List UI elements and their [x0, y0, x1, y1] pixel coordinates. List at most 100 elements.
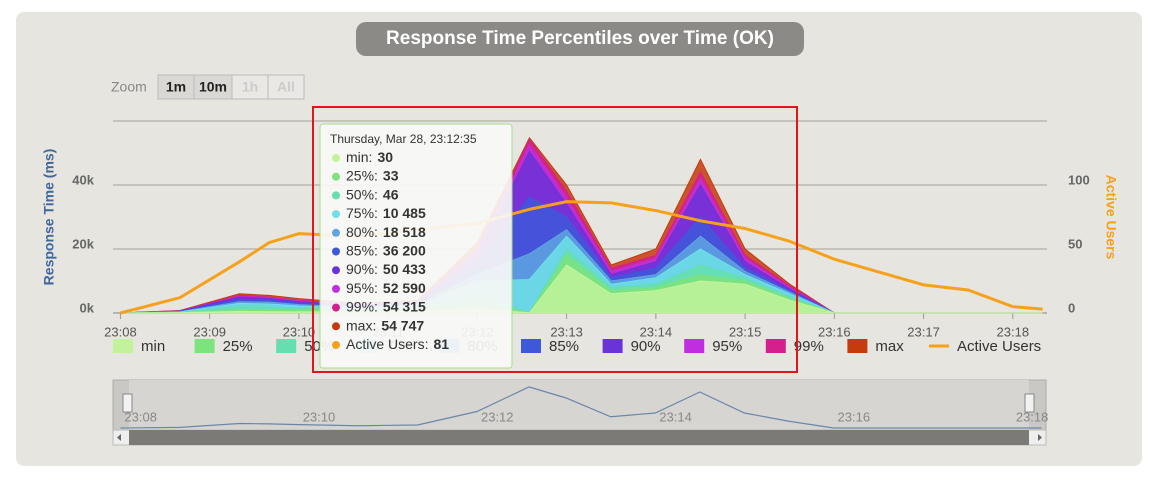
- x-tick-label: 23:18: [997, 324, 1030, 339]
- plot: 0k20k40k05010023:0823:0923:1023:1123:122…: [72, 120, 1090, 339]
- legend-label[interactable]: 95%: [712, 338, 742, 355]
- scroll-right[interactable]: [1038, 434, 1042, 441]
- tooltip-dot: [332, 322, 340, 331]
- y2-tick-label: 0: [1068, 300, 1075, 315]
- tooltip-dot: [332, 154, 340, 162]
- tooltip-row: 95%: 52 590: [346, 280, 426, 296]
- navigator-tick-label: 23:12: [481, 409, 514, 424]
- zoom-button-label[interactable]: 10m: [199, 79, 227, 95]
- legend-label[interactable]: max: [875, 338, 904, 355]
- navigator-tick-label: 23:08: [124, 409, 157, 424]
- zoom-button[interactable]: [267, 74, 305, 100]
- x-tick-label: 23:08: [104, 324, 137, 339]
- tooltip-row-label: max:: [346, 317, 376, 333]
- tooltip-row: 99%: 54 315: [346, 298, 426, 314]
- legend-swatch: [765, 339, 786, 353]
- tooltip-row: 75%: 10 485: [346, 205, 426, 221]
- tooltip-dot: [332, 266, 340, 275]
- tooltip-row-value: 46: [383, 186, 399, 202]
- legend-label[interactable]: 90%: [631, 338, 661, 355]
- highlight-box: [312, 106, 798, 373]
- y2-axis-label: Active Users: [1103, 175, 1119, 260]
- legend-label[interactable]: 25%: [223, 338, 253, 355]
- zoom-button-label[interactable]: All: [277, 79, 295, 95]
- y-tick-label: 20k: [72, 236, 94, 251]
- legend-swatch: [276, 339, 297, 353]
- legend-swatch: [684, 339, 705, 353]
- tooltip-row-label: 99%:: [346, 298, 378, 314]
- tooltip-dot: [332, 341, 340, 349]
- navigator-line: [120, 386, 1042, 429]
- tooltip-row-value: 52 590: [383, 280, 426, 296]
- percentile-area: [120, 264, 1043, 314]
- zoom-label: Zoom: [111, 79, 147, 95]
- tooltip-dot: [332, 284, 340, 293]
- tooltip-row-label: min:: [346, 149, 372, 165]
- zoom-button[interactable]: [231, 74, 269, 100]
- x-tick-label: 23:10: [283, 324, 316, 339]
- x-tick-label: 23:16: [818, 324, 851, 339]
- tooltip-row-value: 18 518: [383, 224, 426, 240]
- tooltip-title: Thursday, Mar 28, 23:12:35: [330, 132, 477, 146]
- zoom-button-label[interactable]: 1m: [166, 79, 186, 95]
- tooltip-row: 25%: 33: [346, 167, 399, 183]
- legend-swatch: [113, 339, 133, 353]
- tooltip-row: 80%: 18 518: [346, 224, 426, 240]
- chart-title: Response Time Percentiles over Time (OK): [386, 28, 774, 49]
- navigator-handle[interactable]: [1024, 393, 1035, 413]
- legend-label[interactable]: Active Users: [957, 338, 1041, 355]
- zoom: Zoom 1m 10m 1h All: [111, 74, 305, 100]
- title-pill: [356, 22, 804, 56]
- scrollbar-thumb[interactable]: [129, 430, 1029, 445]
- tooltip-row-label: 25%:: [346, 167, 378, 183]
- navigator-tick-label: 23:14: [659, 409, 692, 424]
- tooltip-row-value: 54 315: [383, 298, 426, 314]
- legend-label[interactable]: min: [141, 338, 165, 355]
- tooltip-dot: [332, 172, 340, 181]
- tooltip-row-value: 30: [377, 149, 393, 165]
- legend-swatch: [194, 339, 215, 353]
- tooltip-row-label: 50%:: [346, 186, 378, 202]
- y-tick-label: 40k: [72, 172, 94, 187]
- tooltip-row: max: 54 747: [346, 317, 424, 333]
- tooltip-dot: [332, 247, 340, 256]
- navigator-tick-label: 23:10: [303, 409, 336, 424]
- tooltip-dot: [332, 191, 340, 200]
- zoom-button-label[interactable]: 1h: [242, 79, 258, 95]
- tooltip-row-value: 10 485: [383, 205, 426, 221]
- legend-label[interactable]: 85%: [549, 338, 579, 355]
- legend-swatch: [602, 339, 623, 353]
- tooltip-row: 85%: 36 200: [346, 242, 426, 258]
- tooltip-row-label: 85%:: [346, 242, 378, 258]
- navigator: 23:08 23:10 23:12 23:14 23:16 23:18: [112, 379, 1048, 446]
- tooltip-dot: [332, 303, 340, 312]
- x-tick-label: 23:17: [907, 324, 940, 339]
- legend-swatch: [521, 339, 541, 353]
- tooltip-row-label: Active Users:: [346, 336, 428, 352]
- tooltip-row-value: 50 433: [383, 261, 426, 277]
- tooltip-row: 90%: 50 433: [346, 261, 426, 277]
- tooltip-row-label: 90%:: [346, 261, 378, 277]
- tooltip-row-value: 36 200: [383, 242, 426, 258]
- scroll-left[interactable]: [117, 434, 121, 441]
- legend-label[interactable]: 99%: [794, 338, 824, 355]
- x-tick-label: 23:09: [193, 324, 226, 339]
- legend-swatch: [847, 339, 868, 353]
- x-tick-label: 23:13: [550, 324, 583, 339]
- y-axis-label: Response Time (ms): [41, 149, 57, 286]
- zoom-button[interactable]: [193, 74, 233, 100]
- x-tick-label: 23:14: [640, 324, 673, 339]
- tooltip-row-value: 33: [383, 167, 399, 183]
- navigator-handle[interactable]: [122, 393, 133, 413]
- tooltip: Thursday, Mar 28, 23:12:35 min: 30 25%: 33 50…: [319, 123, 513, 369]
- y2-tick-label: 100: [1068, 172, 1090, 187]
- tooltip-row: min: 30: [346, 149, 393, 165]
- active-users-line: [120, 200, 1043, 315]
- navigator-tick-label: 23:16: [838, 409, 871, 424]
- tooltip-row-label: 75%:: [346, 205, 378, 221]
- y-tick-label: 0k: [80, 300, 95, 315]
- y2-tick-label: 50: [1068, 236, 1082, 251]
- tooltip-row-value: 81: [433, 336, 449, 352]
